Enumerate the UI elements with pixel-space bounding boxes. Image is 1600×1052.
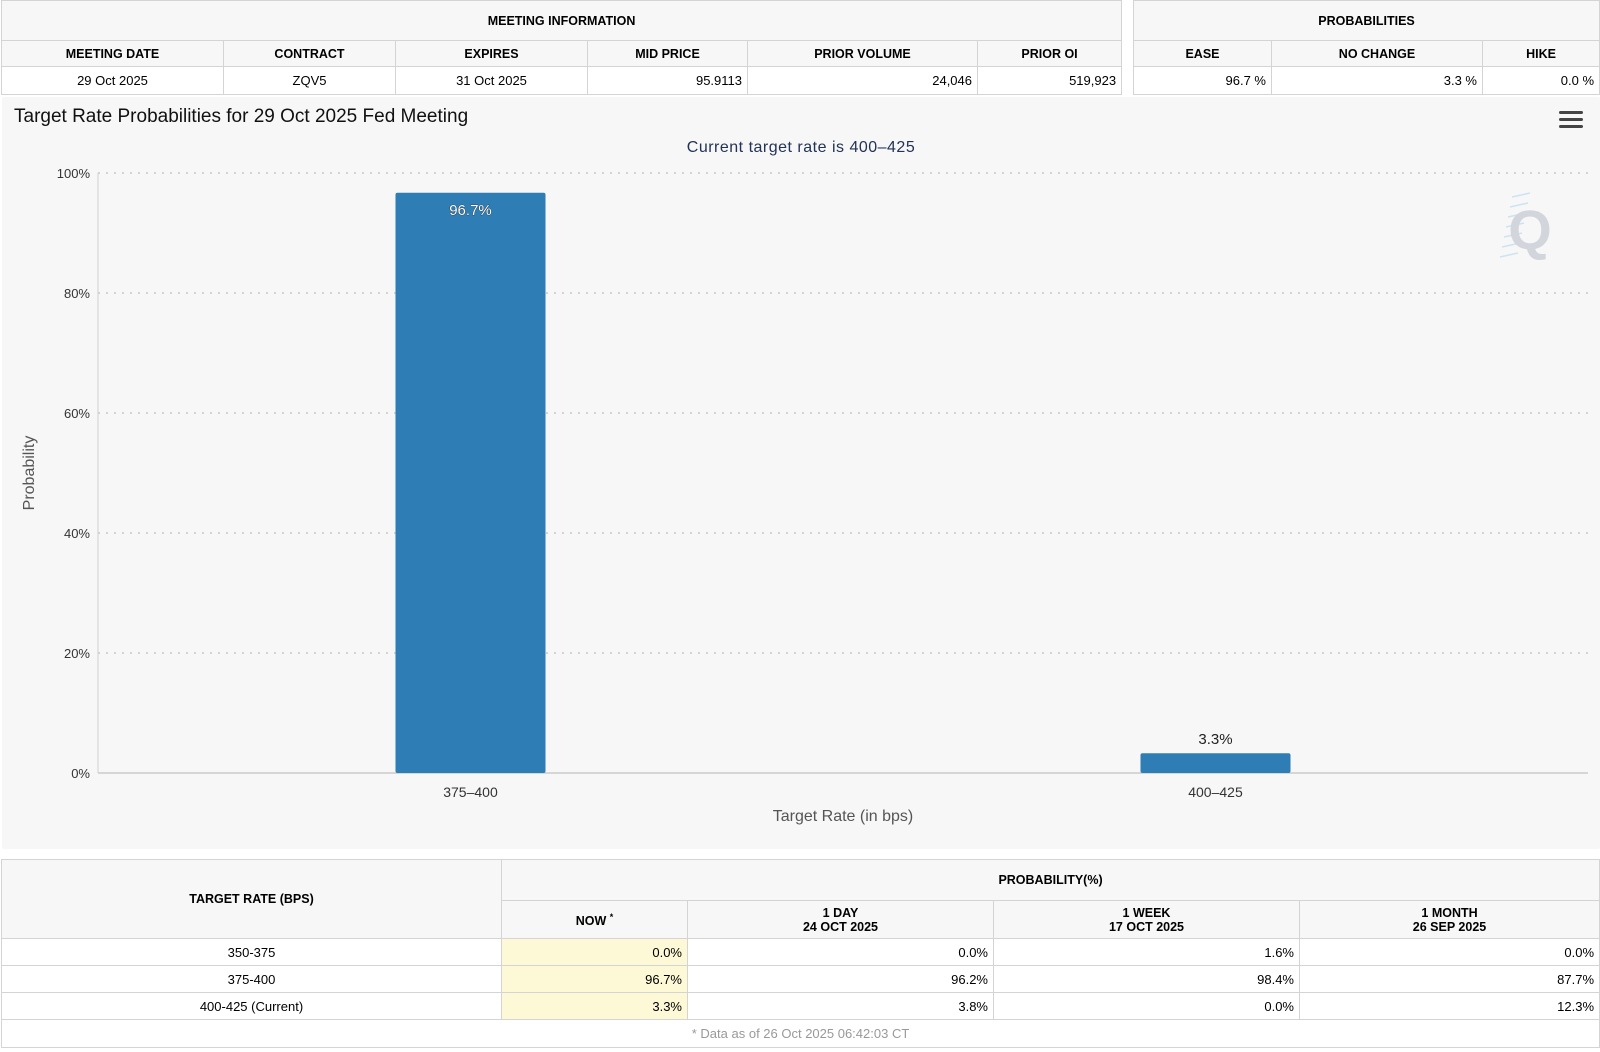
one-day-cell: 3.8% — [687, 992, 994, 1020]
one-week-label: 1 WEEK — [1122, 905, 1171, 920]
y-tick-label: 40% — [64, 526, 90, 541]
probability-header: PROBABILITY(%) — [500, 859, 1600, 901]
now-cell: 0.0% — [501, 938, 688, 966]
no-change-header: NO CHANGE — [1271, 40, 1483, 67]
one-week-header: 1 WEEK 17 OCT 2025 — [993, 900, 1300, 939]
rate-cell: 375-400 — [1, 965, 502, 993]
one-week-cell: 98.4% — [993, 965, 1300, 993]
y-tick-label: 60% — [64, 406, 90, 421]
table-row: 400-425 (Current) 3.3% 3.8% 0.0% 12.3% — [1, 992, 1600, 1020]
y-tick-label: 20% — [64, 646, 90, 661]
ease-value: 96.7 % — [1133, 66, 1272, 95]
prior-oi-value: 519,923 — [976, 66, 1123, 95]
rate-cell: 350-375 — [1, 938, 502, 966]
meeting-information-title: MEETING INFORMATION — [0, 0, 1123, 41]
one-day-cell: 0.0% — [687, 938, 994, 966]
contract-header: CONTRACT — [223, 40, 396, 67]
target-rate-probability-table: TARGET RATE (BPS) PROBABILITY(%) NOW * 1… — [0, 859, 1600, 1048]
one-month-cell: 12.3% — [1298, 992, 1600, 1020]
y-tick-label: 100% — [57, 166, 91, 181]
one-month-header: 1 MONTH 26 SEP 2025 — [1298, 900, 1600, 939]
bar — [1140, 753, 1291, 773]
one-month-cell: 0.0% — [1298, 938, 1600, 966]
contract-value: ZQV5 — [223, 66, 396, 95]
mid-price-header: MID PRICE — [587, 40, 748, 67]
bar-data-label: 96.7% — [449, 202, 492, 219]
bar-chart: 0% 20% 40% 60% 80% 100% 96.7% 375–400 3.3% 400–42… — [21, 166, 1588, 825]
bar-data-label: 3.3% — [1198, 731, 1232, 748]
now-header-label: NOW — [575, 914, 607, 929]
quikstrike-q-logo-icon: Q — [1499, 192, 1552, 261]
prior-volume-header: PRIOR VOLUME — [747, 40, 978, 67]
one-month-date: 26 SEP 2025 — [1412, 919, 1487, 934]
no-change-value: 3.3 % — [1271, 66, 1483, 95]
hike-header: HIKE — [1481, 40, 1600, 67]
x-tick-label: 400–425 — [1188, 784, 1243, 800]
meeting-date-header: MEETING DATE — [1, 40, 224, 67]
y-tick-label: 80% — [64, 286, 90, 301]
expires-value: 31 Oct 2025 — [395, 66, 588, 95]
one-day-cell: 96.2% — [687, 965, 994, 993]
one-week-date: 17 OCT 2025 — [1108, 919, 1185, 934]
x-axis-title: Target Rate (in bps) — [773, 808, 914, 825]
now-header: NOW * — [501, 900, 688, 939]
x-tick-label: 375–400 — [443, 784, 498, 800]
y-tick-label: 0% — [71, 766, 90, 781]
prior-volume-value: 24,046 — [747, 66, 978, 95]
ease-header: EASE — [1133, 40, 1272, 67]
prior-oi-header: PRIOR OI — [976, 40, 1123, 67]
one-month-label: 1 MONTH — [1421, 905, 1478, 920]
one-week-cell: 0.0% — [993, 992, 1300, 1020]
now-footnote-mark: * — [609, 912, 614, 923]
svg-text:Q: Q — [1508, 198, 1552, 261]
hike-value: 0.0 % — [1481, 66, 1600, 95]
one-day-header: 1 DAY 24 OCT 2025 — [687, 900, 994, 939]
y-axis-title: Probability — [21, 436, 38, 511]
now-cell: 96.7% — [501, 965, 688, 993]
chart-title: Target Rate Probabilities for 29 Oct 202… — [14, 106, 469, 127]
table-row: 375-400 96.7% 96.2% 98.4% 87.7% — [1, 965, 1600, 993]
chart-subtitle: Current target rate is 400–425 — [686, 139, 916, 156]
data-timestamp-footnote: * Data as of 26 Oct 2025 06:42:03 CT — [0, 1019, 1600, 1048]
one-month-cell: 87.7% — [1298, 965, 1600, 993]
target-rate-header: TARGET RATE (BPS) — [1, 859, 502, 939]
meeting-date-value: 29 Oct 2025 — [1, 66, 224, 95]
bar — [395, 192, 546, 774]
rate-cell: 400-425 (Current) — [1, 992, 502, 1020]
probabilities-table: PROBABILITIES EASE NO CHANGE HIKE 96.7 %… — [1132, 0, 1600, 95]
mid-price-value: 95.9113 — [587, 66, 748, 95]
one-week-cell: 1.6% — [993, 938, 1300, 966]
hamburger-menu-icon[interactable] — [1559, 111, 1583, 131]
one-day-label: 1 DAY — [822, 905, 859, 920]
meeting-information-table: MEETING INFORMATION MEETING DATE CONTRAC… — [0, 0, 1123, 95]
expires-header: EXPIRES — [395, 40, 588, 67]
table-row: 350-375 0.0% 0.0% 1.6% 0.0% — [1, 938, 1600, 966]
chart-panel: Target Rate Probabilities for 29 Oct 202… — [2, 97, 1600, 849]
probabilities-title: PROBABILITIES — [1132, 0, 1600, 41]
one-day-date: 24 OCT 2025 — [802, 919, 879, 934]
now-cell: 3.3% — [501, 992, 688, 1020]
